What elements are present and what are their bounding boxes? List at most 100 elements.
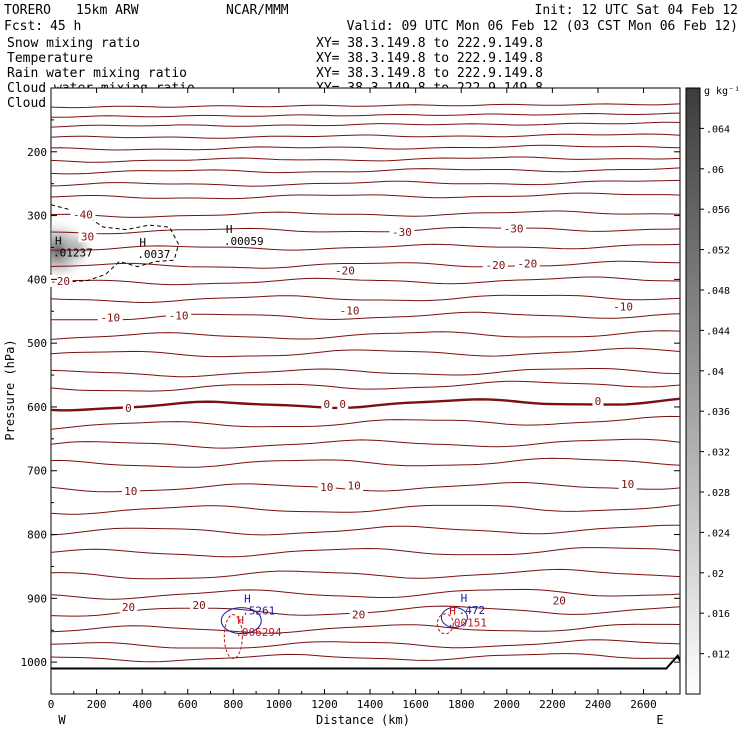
y-tick-label: 700 (27, 465, 47, 478)
contour-label: 20 (193, 599, 206, 612)
maximum-value: .00059 (224, 235, 264, 248)
field-label: Rain water mixing ratio (7, 66, 187, 81)
maximum-value: .006294 (235, 626, 282, 639)
contour-label-bg (332, 264, 358, 277)
x-tick-label: 800 (223, 698, 243, 711)
organization: NCAR/MMM (226, 3, 289, 18)
isotherm-line (51, 547, 680, 558)
colorbar-tick-label: .044 (706, 326, 730, 337)
colorbar-ramp (685, 87, 701, 695)
contour-label: 20 (352, 609, 365, 622)
colorbar-tick-label: .028 (706, 488, 730, 499)
x-tick-label: 2600 (630, 698, 657, 711)
contour-label-bg (119, 600, 138, 613)
contour-label-bg (345, 479, 364, 492)
contour-label: -10 (340, 304, 360, 317)
x-axis-label: Distance (km) (316, 713, 410, 727)
contour-label-bg (47, 274, 73, 287)
valid-time: Valid: 09 UTC Mon 06 Feb 12 (03 CST Mon … (347, 19, 738, 34)
contour-label: -20 (50, 275, 70, 288)
contour-label-bg (349, 608, 368, 621)
maximum-value: .01237 (53, 247, 93, 260)
y-tick-label: 500 (27, 337, 47, 350)
contour-label: 10 (347, 480, 360, 493)
colorbar: g kg⁻¹ .012 .016 .02 .024 .028 .032 .036 .04 .04… (685, 86, 740, 695)
x-tick-label: 2200 (539, 698, 566, 711)
isotherm-line (51, 482, 680, 493)
isotherm-line (51, 156, 680, 163)
y-tick-label: 900 (27, 592, 47, 605)
isotherm-line (51, 639, 680, 649)
contour-label-bg (501, 222, 527, 235)
contour-label: 20 (553, 595, 566, 608)
isotherm-line (51, 167, 680, 175)
contour-label-bg (389, 225, 415, 238)
contour-label: -10 (613, 300, 633, 313)
contour-label: 10 (124, 485, 137, 498)
x-tick-label: 200 (87, 698, 107, 711)
contour-label-bg (190, 598, 209, 611)
contour-label-bg (337, 304, 363, 317)
y-axis-label: Pressure (hPa) (3, 339, 17, 440)
isotherm-line (51, 438, 680, 449)
contour-label-bg (337, 398, 349, 411)
snow-contour-outline (51, 204, 180, 283)
maximum-value: .5261 (242, 605, 275, 618)
forecast-label: Fcst: (4, 19, 43, 34)
maximum-marker: H (55, 235, 62, 248)
field-label: Temperature (7, 51, 93, 66)
isotherm-line (51, 103, 680, 109)
contour-label-bg (610, 300, 636, 313)
isotherm-line (51, 524, 680, 536)
contour-label: -10 (169, 309, 189, 322)
init-time: Init: 12 UTC Sat 04 Feb 12 (535, 3, 739, 18)
maximum-marker: H (449, 605, 456, 618)
temperature-contours (51, 103, 680, 663)
contour-label: -20 (485, 259, 505, 272)
contour-label-bg (317, 480, 336, 493)
contour-label: 10 (320, 481, 333, 494)
contour-label-bg (592, 394, 604, 407)
isotherm-line (51, 457, 680, 468)
maximum-value: .0037 (137, 248, 170, 261)
contour-label: 10 (621, 478, 634, 491)
contour-label: 0 (323, 398, 330, 411)
y-tick-label: 200 (27, 146, 47, 159)
isotherm-line (51, 294, 680, 304)
contour-label-bg (97, 311, 123, 324)
colorbar-unit: g kg⁻¹ (704, 86, 740, 97)
contour-label: -30 (392, 226, 412, 239)
contour-label-bg (122, 401, 134, 414)
isotherm-line (51, 415, 680, 430)
cloud-water-contour (440, 606, 468, 628)
contour-label: -20 (335, 265, 355, 278)
x-axis: 0 200 400 600 800 1000 1200 1400 1600 1800 2000 220… (48, 88, 667, 711)
contour-label-bg (618, 477, 637, 490)
contour-label-bg (121, 484, 140, 497)
colorbar-tick-label: .012 (706, 650, 730, 661)
x-tick-label: 1600 (402, 698, 429, 711)
cloud-water-contour (220, 607, 262, 635)
isotherm-line (51, 380, 680, 392)
forecast-hours: 45 h (50, 19, 81, 34)
colorbar-tick-label: .064 (706, 124, 730, 135)
maximum-marker: H (244, 593, 251, 606)
contour-label-bg (321, 398, 333, 411)
colorbar-tick-label: .032 (706, 448, 730, 459)
contour-label-bg (70, 208, 96, 221)
maximum-marker: H (461, 592, 468, 605)
x-tick-label: 2400 (585, 698, 612, 711)
isotherm-line (51, 260, 680, 269)
isotherm-line (51, 179, 680, 187)
maximum-value: .00151 (447, 617, 487, 630)
colorbar-tick-label: .056 (706, 205, 730, 216)
x-tick-label: 400 (132, 698, 152, 711)
model-name: TORERO (4, 3, 51, 18)
isotherm-line (51, 133, 680, 139)
maximum-marker: H (139, 236, 146, 249)
maximum-marker: H (237, 614, 244, 627)
x-tick-label: 1800 (448, 698, 475, 711)
header: TORERO 15km ARW NCAR/MMM Init: 12 UTC Sa… (4, 3, 738, 34)
